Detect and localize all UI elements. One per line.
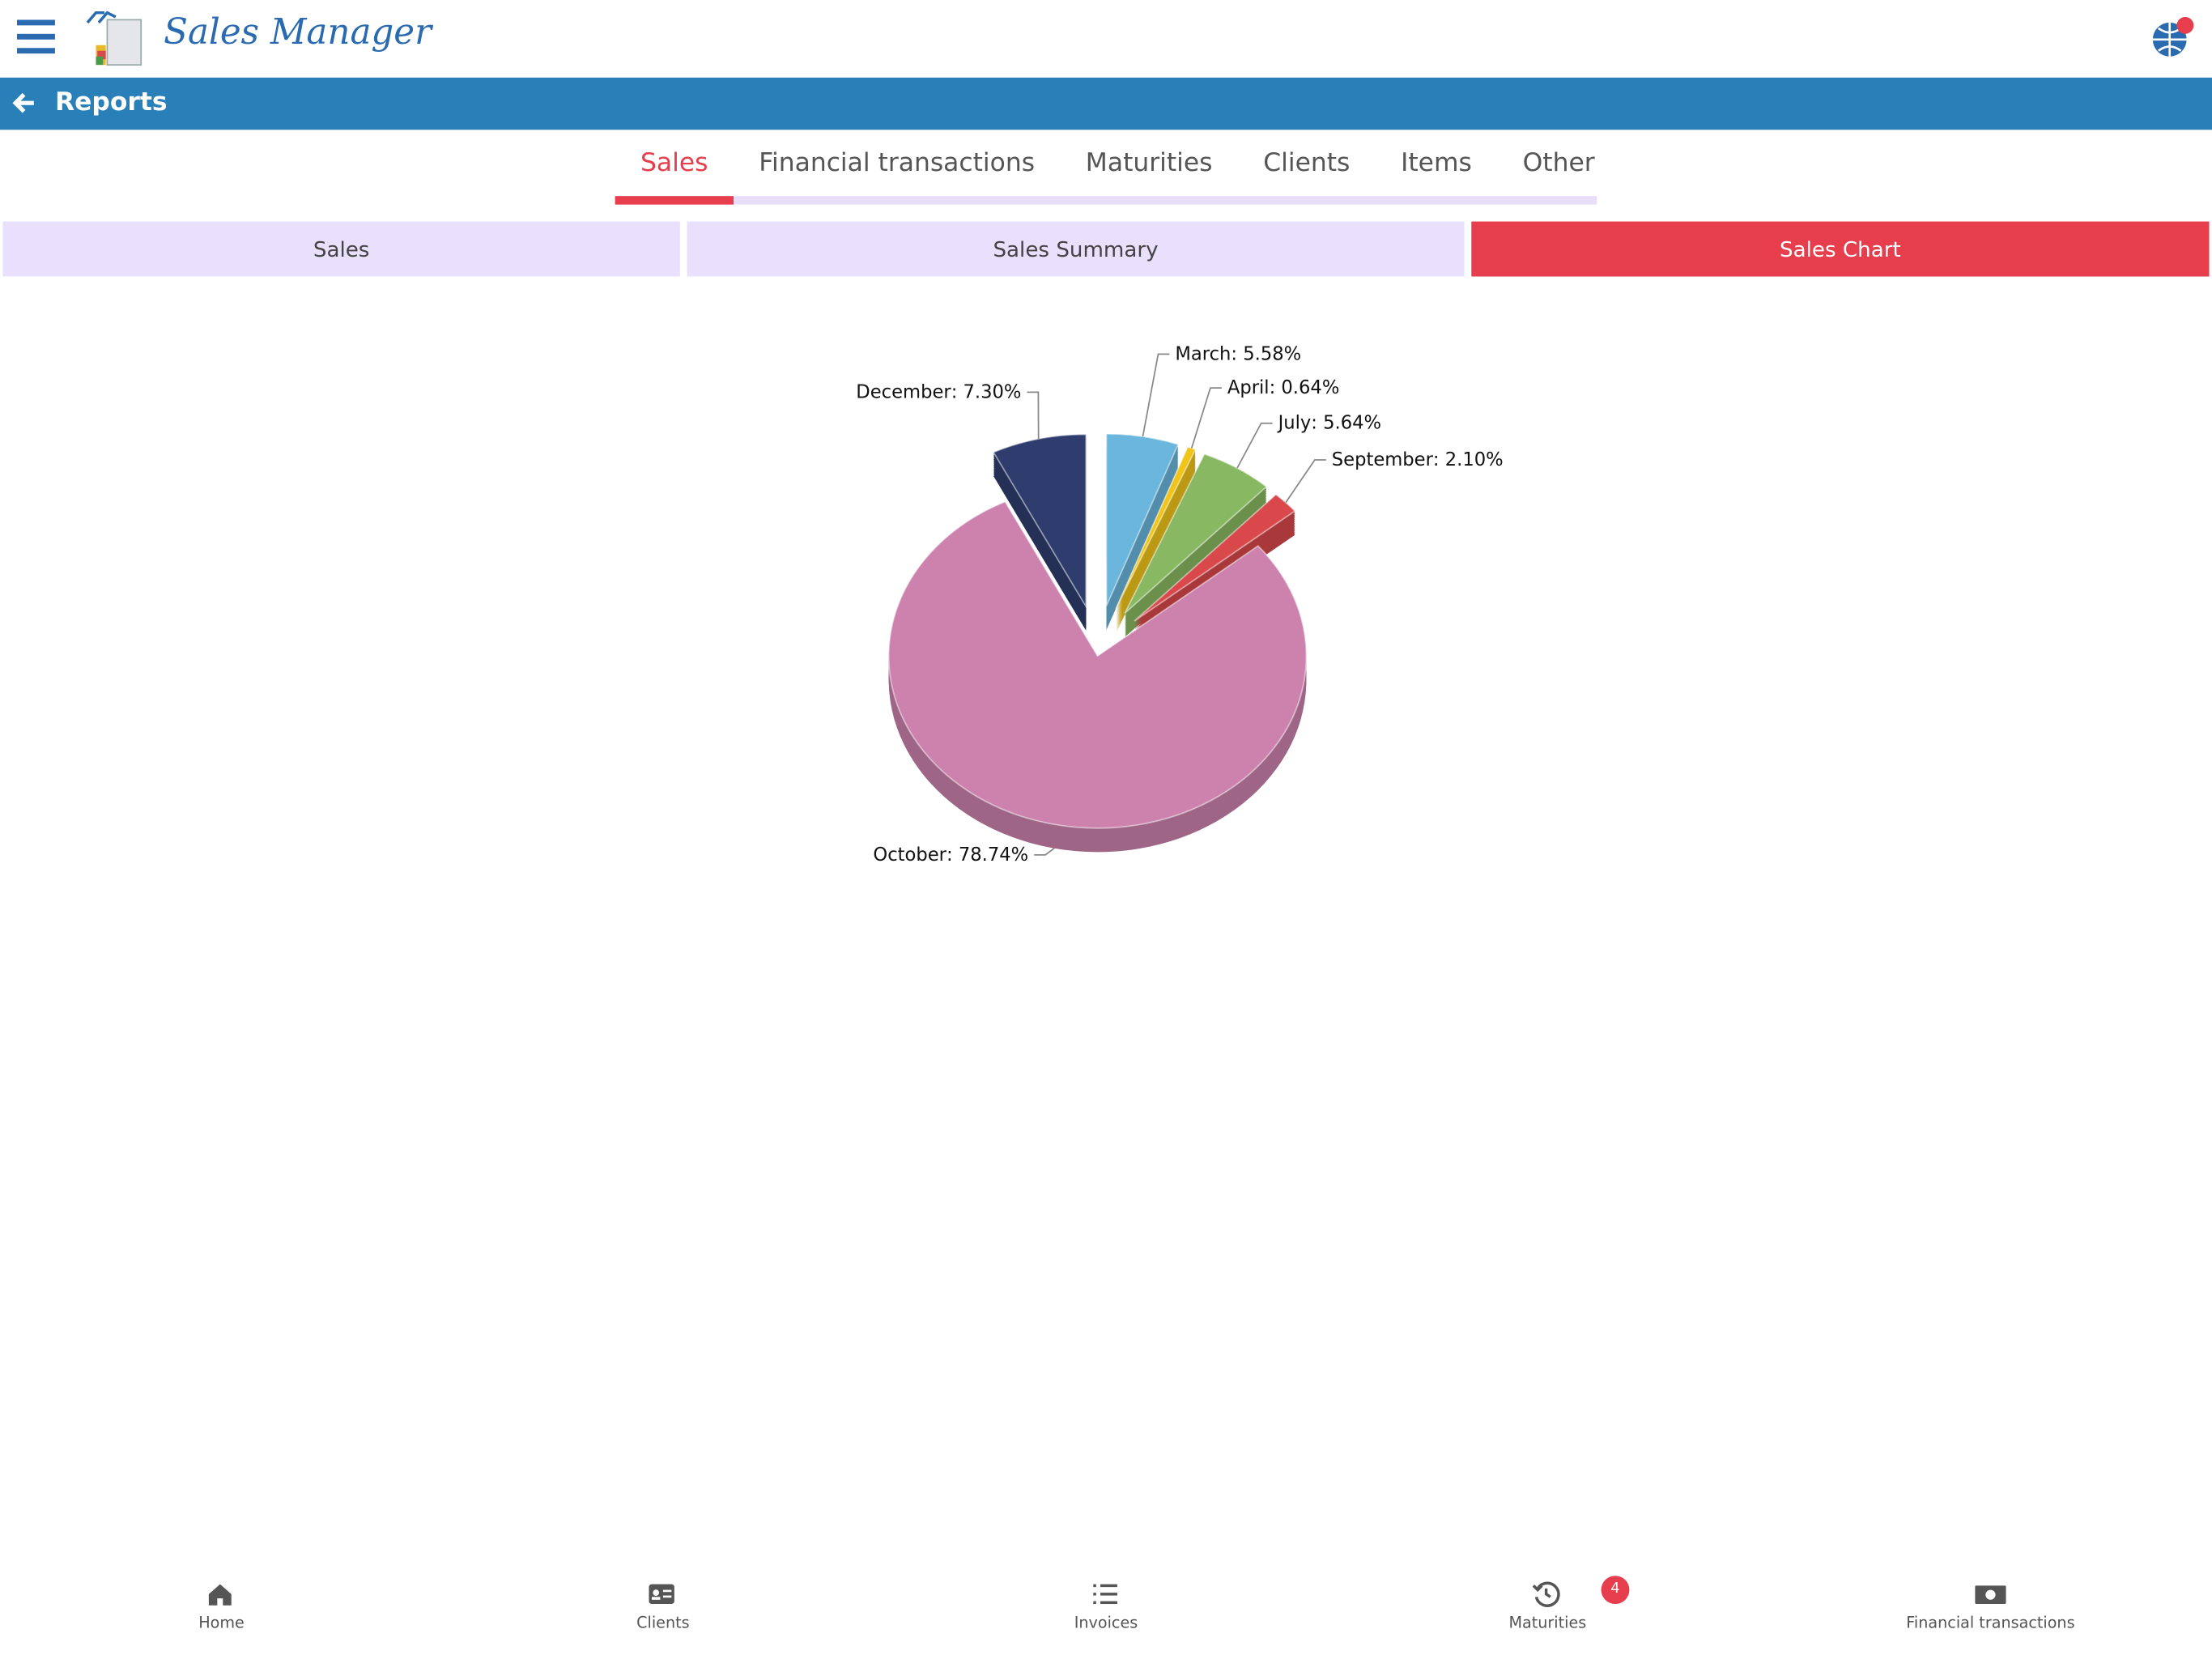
slice-top [887,500,1308,829]
leader-line [1236,422,1273,469]
app-name: Sales Manager [164,11,432,53]
leader-line [1027,391,1040,440]
nav-bar: Reports [0,77,2212,130]
language-icon[interactable] [2150,16,2195,59]
nav-icon [1532,1581,1560,1607]
bottom-nav-item[interactable]: Financial transactions [1849,1580,2131,1632]
nav-title: Reports [54,87,168,117]
bottom-nav-label: Clients [636,1614,690,1632]
slice-value: 5.64% [1323,412,1381,433]
slice-separator: : [946,844,959,865]
nav-icon [208,1584,232,1606]
pie-slice [992,433,1087,631]
slice-value: 0.64% [1281,377,1339,398]
bottom-nav-item[interactable]: Home [80,1580,362,1632]
pie-slice [887,500,1308,853]
subtab[interactable]: Sales Chart [1471,221,2210,277]
tab[interactable]: Financial transactions [759,147,1036,178]
menu-icon[interactable] [16,19,55,54]
slice-value: 78.74% [959,844,1028,865]
slice-top [1134,493,1296,622]
slice-value: 2.10% [1445,449,1504,470]
nav-icon [1975,1585,2006,1605]
slice-value: 5.58% [1243,343,1301,364]
bottom-nav-item[interactable]: Clients [522,1580,804,1632]
leader-line [1285,459,1326,504]
leader-line [1190,387,1222,449]
tab[interactable]: Maturities [1085,147,1213,178]
slice-label: March: 5.58% [1175,343,1301,364]
slice-separator: : [1433,449,1445,470]
slice-category: October [873,844,946,865]
bottom-nav-item[interactable]: Invoices [965,1580,1247,1632]
badge: 4 [1601,1576,1630,1605]
bottom-nav-label: Invoices [1074,1614,1138,1632]
top-bar: Sales Manager [0,0,2212,78]
bottom-nav-item[interactable]: Maturities [1406,1580,1688,1632]
slice-label: April: 0.64% [1227,377,1340,398]
bottom-nav-label: Financial transactions [1906,1614,2075,1632]
logo-icon [86,11,143,66]
leader-line [1034,848,1055,856]
subtab[interactable]: Sales Summary [687,221,1465,277]
slice-category: December [856,381,951,402]
slice-top [1105,432,1180,606]
slice-category: April [1227,377,1270,398]
nav-icon [1093,1584,1117,1605]
slice-separator: : [1231,343,1243,364]
slice-value: 7.30% [963,381,1022,402]
subtab[interactable]: Sales [2,221,680,277]
slice-label: July: 5.64% [1277,412,1381,433]
tab[interactable]: Sales [615,141,734,205]
tab[interactable]: Items [1401,147,1472,178]
slice-top [1124,453,1268,614]
nav-icon [649,1584,674,1605]
slice-top [992,433,1087,610]
bottom-nav-label: Home [198,1614,245,1632]
slice-category: September [1332,449,1434,470]
slice-separator: : [1311,412,1323,433]
pie-slice [1124,453,1268,637]
slice-category: July [1277,412,1312,433]
slice-label: September: 2.10% [1332,449,1504,470]
slice-separator: : [1270,377,1282,398]
leader-line [1142,353,1170,437]
tab-bar: Sales Financial transactions Maturities Cli… [615,141,1597,205]
bottom-nav-label: Maturities [1508,1614,1587,1632]
slice-label: December: 7.30% [856,381,1021,402]
tab[interactable]: Other [1522,147,1595,178]
slice-label: October: 78.74% [873,844,1028,865]
slice-category: March [1175,343,1231,364]
back-icon[interactable] [11,91,36,116]
tab[interactable]: Clients [1263,147,1351,178]
pie-chart: March: 5.58% April: 0.64% July: 5.64% Septe… [856,343,1504,866]
slice-separator: : [951,381,963,402]
pie-slice [1105,432,1180,631]
